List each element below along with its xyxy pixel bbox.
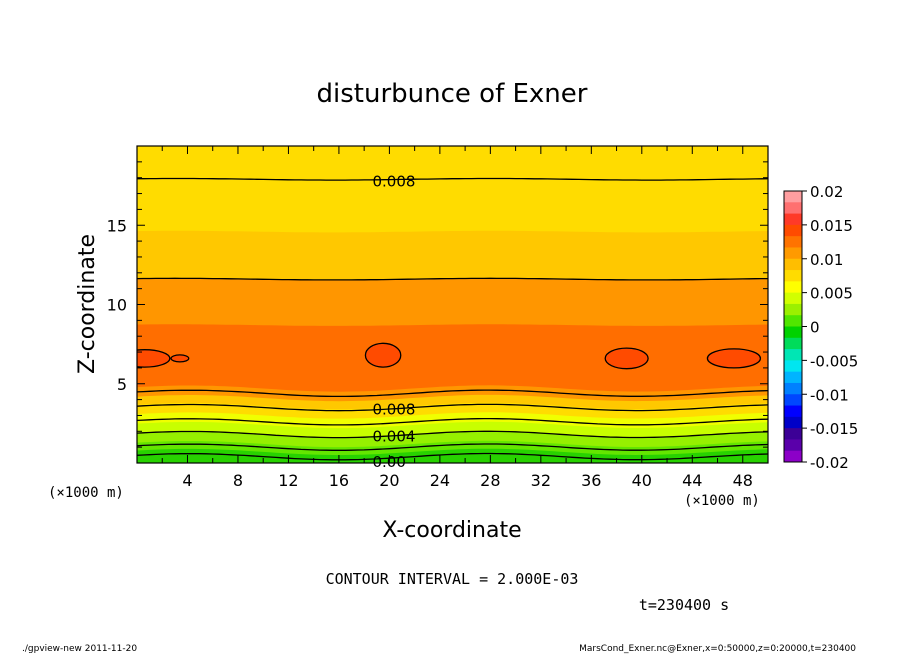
contour-line: [137, 443, 768, 451]
colorbar-label: 0.005: [810, 285, 853, 303]
colorbar-segment: [784, 202, 802, 215]
x-tick-label: 44: [682, 471, 702, 490]
colorbar-label: 0.01: [810, 251, 843, 269]
x-tick-label: 48: [733, 471, 753, 490]
contour-label: 0.004: [372, 427, 415, 445]
colorbar-segment: [784, 337, 802, 350]
contour-lines: [137, 177, 768, 461]
colorbar-label: 0.02: [810, 183, 843, 201]
contour-line: [137, 389, 768, 398]
contour-label: 0.008: [372, 401, 415, 419]
colorbar-segment: [784, 236, 802, 248]
colorbar-segment: [784, 326, 802, 339]
colorbar-segment: [784, 270, 802, 282]
cell-fill: [171, 354, 189, 362]
closed-contour: [364, 342, 402, 368]
colorbar-segment: [784, 315, 802, 327]
time-text: t=230400 s: [639, 596, 729, 614]
colorbar-segment: [784, 360, 802, 373]
y-axis-unit: (×1000 m): [48, 485, 124, 501]
x-tick-label: 28: [480, 471, 500, 490]
footer-right: MarsCond_Exner.nc@Exner,x=0:50000,z=0:20…: [579, 644, 856, 654]
contour-line: [137, 177, 768, 181]
colorbar-labels: 0.02 0.015 0.01 0.005 0 -0.005 -0.01 -0.015 -0.0…: [802, 183, 858, 472]
y-tick-label: 5: [117, 375, 127, 394]
colorbar-label: -0.005: [810, 352, 858, 370]
contour-line: [137, 277, 768, 281]
colorbar-segment: [784, 281, 802, 294]
colorbar-segment: [784, 405, 802, 418]
y-axis-ticks: 5 10 15: [107, 161, 768, 448]
cell-fill: [137, 349, 170, 368]
x-axis-label: X-coordinate: [382, 518, 521, 543]
cell-fill: [605, 348, 649, 369]
x-tick-label: 20: [379, 471, 399, 490]
contour-label: 0.008: [372, 172, 415, 190]
closed-contour: [706, 348, 762, 369]
x-axis-unit: (×1000 m): [684, 493, 760, 509]
colorbar-segment: [784, 224, 802, 237]
colorbar-segment: [784, 371, 802, 384]
colorbar-label: 0.015: [810, 217, 853, 235]
cell-fill: [365, 343, 401, 368]
colorbar-segment: [784, 258, 802, 271]
y-axis-label: Z-coordinate: [75, 234, 100, 374]
colorbar-segment: [784, 303, 802, 316]
chart-title: disturbunce of Exner: [317, 79, 588, 109]
contour-fill: [137, 146, 768, 463]
colorbar-segment: [784, 382, 802, 395]
colorbar-segment: [784, 349, 802, 361]
closed-contour: [170, 354, 190, 363]
y-tick-label: 10: [107, 296, 127, 315]
x-tick-label: 4: [182, 471, 192, 490]
colorbar-segment: [784, 439, 802, 452]
x-tick-label: 32: [531, 471, 551, 490]
colorbar-segment: [784, 394, 802, 407]
y-tick-label: 15: [107, 216, 127, 235]
colorbar-label: -0.015: [810, 420, 858, 438]
colorbar-segment: [784, 191, 802, 203]
contour-line: [137, 452, 768, 461]
colorbar-segment: [784, 450, 802, 463]
contour-line: [137, 430, 768, 439]
x-tick-label: 12: [278, 471, 298, 490]
x-tick-label: 40: [632, 471, 652, 490]
closed-contour: [604, 347, 649, 370]
contour-interval-text: CONTOUR INTERVAL = 2.000E-03: [326, 570, 579, 588]
contour-line: [137, 403, 768, 412]
x-tick-label: 36: [581, 471, 601, 490]
colorbar-segment: [784, 247, 802, 260]
colorbar-label: -0.01: [810, 386, 849, 404]
cell-fill: [707, 348, 761, 368]
colorbar-segment: [784, 292, 802, 305]
x-tick-label: 24: [430, 471, 450, 490]
x-tick-label: 16: [329, 471, 349, 490]
colorbar-segment: [784, 416, 802, 429]
x-axis-ticks: 4 8 12 16 20 24 28 32 36 40 44 48: [161, 146, 769, 490]
x-tick-label: 8: [233, 471, 243, 490]
colorbar: [783, 190, 803, 463]
colorbar-segment: [784, 213, 802, 226]
contour-line: [137, 417, 768, 426]
colorbar-label: 0: [810, 319, 820, 337]
footer-left: ./gpview-new 2011-11-20: [22, 644, 137, 654]
colorbar-label: -0.02: [810, 454, 849, 472]
closed-contour: [137, 349, 171, 368]
colorbar-segment: [784, 428, 802, 440]
